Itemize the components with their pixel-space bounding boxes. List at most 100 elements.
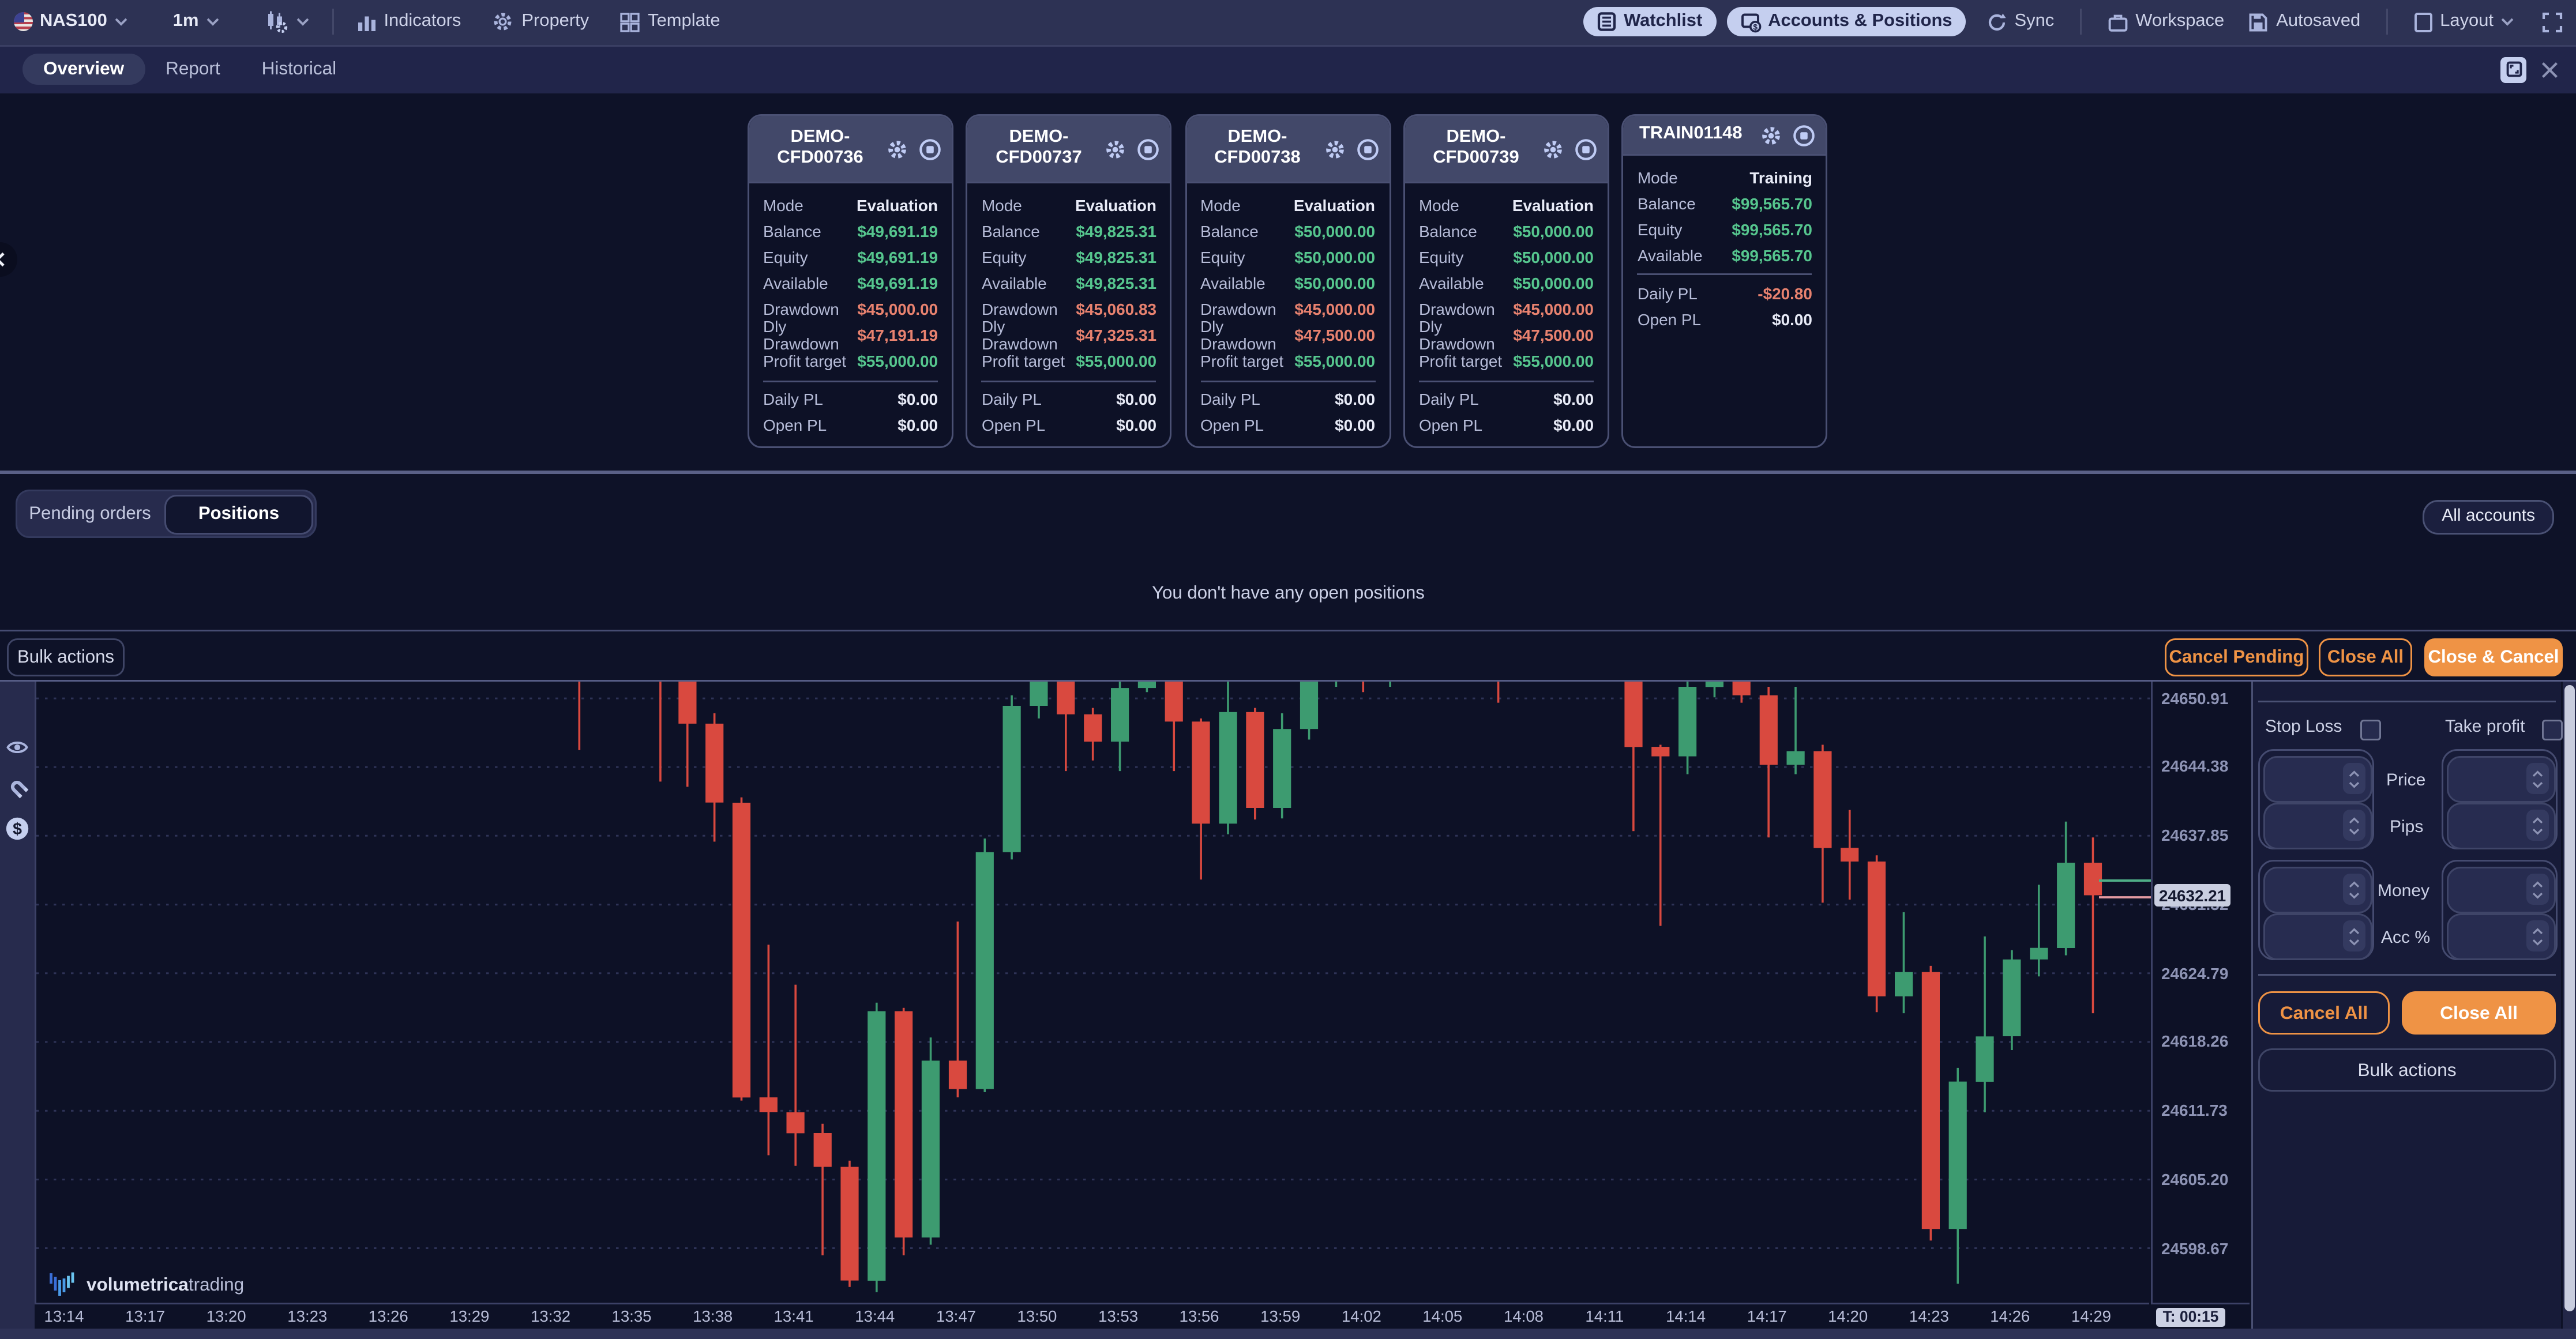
popout-window-button[interactable]: [2500, 57, 2526, 82]
stat-label: Available: [1638, 247, 1703, 264]
account-card-header: DEMO-CFD00736: [749, 116, 952, 183]
account-stat-row: Equity$49,825.31: [982, 245, 1156, 270]
template-button[interactable]: Template: [620, 12, 720, 32]
candle-13:48: [976, 838, 994, 1092]
stat-value: $50,000.00: [1513, 249, 1594, 266]
timeframe-selector[interactable]: 1m: [173, 13, 220, 32]
stat-value: $99,565.70: [1732, 247, 1812, 264]
account-stat-row: Open PL$0.00: [763, 413, 938, 439]
workspace-button[interactable]: Workspace: [2108, 12, 2224, 32]
stop-loss-accpct-stepper[interactable]: [2343, 920, 2365, 951]
stop-account-icon[interactable]: [919, 138, 941, 160]
close-and-cancel-button[interactable]: Close & Cancel: [2424, 638, 2563, 676]
time-tick-label: 14:29: [2066, 1308, 2117, 1325]
stop-loss-money-input[interactable]: [2263, 866, 2372, 913]
stop-account-icon[interactable]: [1575, 138, 1597, 160]
autosaved-button[interactable]: Autosaved: [2248, 12, 2360, 32]
account-stat-row: Daily PL$0.00: [982, 387, 1156, 413]
fullscreen-button[interactable]: [2542, 12, 2563, 32]
property-button[interactable]: Property: [492, 11, 589, 33]
stop-account-icon[interactable]: [1793, 124, 1816, 146]
panel-close-all-button[interactable]: Close All: [2402, 991, 2556, 1035]
watchlist-button[interactable]: Watchlist: [1584, 7, 1716, 37]
accounts-positions-button[interactable]: $ Accounts & Positions: [1726, 7, 1966, 37]
close-icon[interactable]: [2540, 60, 2559, 79]
take-profit-price-stepper[interactable]: [2526, 763, 2549, 794]
visibility-tool-button[interactable]: [0, 737, 35, 758]
symbol-selector[interactable]: NAS100: [14, 13, 128, 32]
stat-label: Drawdown: [1200, 301, 1276, 318]
toolbar-separator: [2080, 9, 2082, 35]
tab-historical[interactable]: Historical: [262, 59, 337, 80]
chevron-down-icon: [114, 18, 128, 27]
account-stat-row: Equity$50,000.00: [1200, 245, 1375, 270]
tab-pending-orders[interactable]: Pending orders: [17, 496, 163, 532]
gear-icon[interactable]: [886, 138, 908, 160]
cancel-pending-button[interactable]: Cancel Pending: [2165, 638, 2308, 676]
layout-selector[interactable]: Layout: [2414, 12, 2514, 32]
candle-14:01: [1327, 682, 1345, 687]
time-tick-label: 13:26: [362, 1308, 414, 1325]
account-stat-row: Daily PL-$20.80: [1638, 281, 1812, 307]
time-tick-label: 14:05: [1417, 1308, 1469, 1325]
gear-icon[interactable]: [1760, 124, 1783, 146]
time-tick-label: 13:14: [38, 1308, 90, 1325]
take-profit-money-stepper[interactable]: [2526, 874, 2549, 905]
take-profit-price-input[interactable]: [2447, 755, 2556, 802]
stop-loss-accpct-input[interactable]: [2263, 913, 2372, 960]
stop-loss-price-stepper[interactable]: [2343, 763, 2365, 794]
stat-label: Mode: [1200, 197, 1241, 214]
take-profit-accpct-input[interactable]: [2447, 913, 2556, 960]
tab-overview[interactable]: Overview: [22, 54, 145, 85]
stop-loss-price-input[interactable]: [2263, 755, 2372, 802]
gear-icon[interactable]: [1542, 138, 1564, 160]
account-stat-row: Open PL$0.00: [1419, 413, 1594, 439]
candle-14:13: [1651, 745, 1669, 926]
chart-canvas[interactable]: volumetricatrading: [35, 682, 2153, 1303]
indicators-button[interactable]: Indicators: [356, 12, 461, 32]
money-row-label: Money: [2378, 882, 2429, 901]
sync-button[interactable]: Sync: [1987, 12, 2055, 32]
stat-label: Equity: [1638, 221, 1683, 238]
scrollbar-thumb[interactable]: [2564, 685, 2575, 1311]
chart-type-selector[interactable]: [264, 11, 309, 33]
stop-loss-money-stepper[interactable]: [2343, 874, 2365, 905]
tab-report[interactable]: Report: [166, 59, 220, 80]
all-accounts-filter[interactable]: All accounts: [2423, 500, 2554, 534]
stop-loss-checkbox[interactable]: [2360, 720, 2380, 740]
time-tick-label: 14:14: [1660, 1308, 1712, 1325]
take-profit-accpct-stepper[interactable]: [2526, 920, 2549, 951]
account-stat-row: Balance$49,691.19: [763, 218, 938, 244]
bulk-actions-button[interactable]: Bulk actions: [7, 638, 125, 676]
chevron-left-icon: [0, 249, 9, 270]
watchlist-icon: [1598, 13, 1617, 32]
tab-positions[interactable]: Positions: [164, 494, 313, 534]
gear-icon[interactable]: [1105, 138, 1127, 160]
collapse-panel-button[interactable]: [0, 242, 17, 277]
stat-value: $50,000.00: [1513, 274, 1594, 292]
panel-cancel-all-button[interactable]: Cancel All: [2258, 991, 2390, 1035]
take-profit-pips-stepper[interactable]: [2526, 810, 2549, 841]
panel-bulk-actions-button[interactable]: Bulk actions: [2258, 1048, 2556, 1092]
volumetrica-logo-icon: [48, 1272, 78, 1297]
stat-value: $47,500.00: [1513, 327, 1594, 344]
magnet-tool-button[interactable]: [0, 777, 35, 799]
gear-icon[interactable]: [1323, 138, 1346, 160]
stat-label: Daily PL: [1638, 285, 1698, 303]
stat-label: Available: [763, 274, 828, 292]
stop-loss-pips-input[interactable]: [2263, 802, 2372, 849]
stat-value: $49,691.19: [857, 249, 938, 266]
stop-account-icon[interactable]: [1137, 138, 1160, 160]
close-all-button[interactable]: Close All: [2319, 638, 2412, 676]
take-profit-money-input[interactable]: [2447, 866, 2556, 913]
candle-13:47: [949, 921, 967, 1097]
take-profit-checkbox[interactable]: [2542, 720, 2562, 740]
stop-account-icon[interactable]: [1356, 138, 1379, 160]
price-axis[interactable]: 24650.9124644.3824637.8524631.3224624.79…: [2151, 682, 2250, 1303]
stat-value: $0.00: [898, 392, 938, 409]
take-profit-pips-input[interactable]: [2447, 802, 2556, 849]
stop-loss-pips-stepper[interactable]: [2343, 810, 2365, 841]
currency-display-button[interactable]: $: [0, 817, 35, 841]
